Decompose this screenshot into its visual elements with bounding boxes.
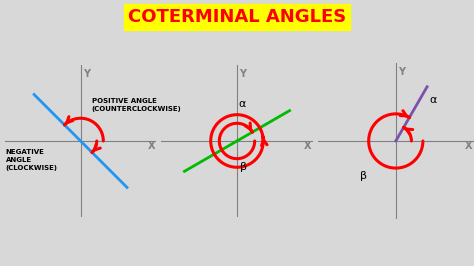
Text: β: β <box>240 162 247 172</box>
Text: X: X <box>465 141 472 151</box>
Text: α: α <box>238 99 246 109</box>
Text: β: β <box>360 171 367 181</box>
Text: NEGATIVE
ANGLE
(CLOCKWISE): NEGATIVE ANGLE (CLOCKWISE) <box>6 149 58 171</box>
Text: POSITIVE ANGLE
(COUNTERCLOCKWISE): POSITIVE ANGLE (COUNTERCLOCKWISE) <box>91 98 182 111</box>
Text: Y: Y <box>239 69 246 78</box>
Text: Y: Y <box>398 66 405 77</box>
Text: COTERMINAL ANGLES: COTERMINAL ANGLES <box>128 8 346 26</box>
Text: Y: Y <box>83 69 90 78</box>
Text: X: X <box>147 140 155 151</box>
Text: X: X <box>304 140 311 151</box>
Text: α: α <box>429 95 437 105</box>
